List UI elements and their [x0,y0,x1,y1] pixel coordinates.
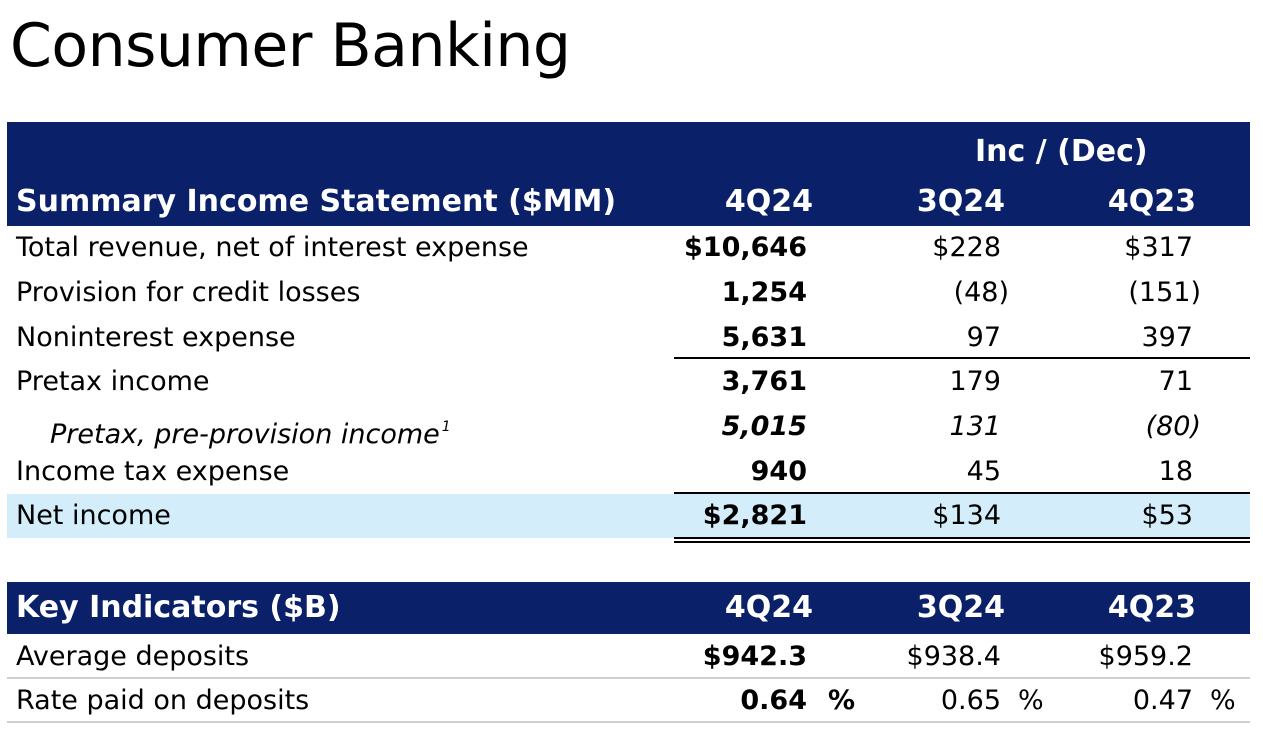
page-title: Consumer Banking [10,11,571,81]
subtotal-rule [674,357,1250,359]
value-4q24: $942.3 [702,641,807,672]
value-4q23: (151) [1128,277,1201,308]
row-divider [7,721,1250,723]
value-4q23: $959.2 [1098,641,1193,672]
table-row: Provision for credit losses 1,254 (48) (… [0,271,1263,315]
row-label: Pretax income [16,366,210,397]
value-3q24: $228 [932,232,1001,263]
total-double-rule-top [674,537,1250,539]
value-4q24: 5,631 [721,322,807,353]
value-4q24: 3,761 [721,366,807,397]
row-label: Provision for credit losses [16,277,361,308]
income-table-header: Inc / (Dec) Summary Income Statement ($M… [7,122,1250,226]
value-3q24: (48) [953,277,1009,308]
row-label: Total revenue, net of interest expense [16,232,529,263]
value-4q24: 940 [750,456,807,487]
total-double-rule-bottom [674,541,1250,543]
row-label: Net income [16,500,171,531]
value-4q23: 18 [1158,456,1193,487]
value-4q23: $317 [1124,232,1193,263]
income-col-header-3q24: 3Q24 [916,184,1005,219]
indicators-table-header: Key Indicators ($B) 4Q24 3Q24 4Q23 [7,582,1250,634]
indicators-section-title: Key Indicators ($B) [16,590,341,625]
value-4q24: 0.64 [740,685,807,716]
value-3q24: $134 [932,500,1001,531]
table-row: Net income $2,821 $134 $53 [0,494,1263,538]
table-row: Noninterest expense 5,631 97 397 [0,316,1263,360]
percent-sign: % [1018,685,1044,716]
value-3q24: 97 [966,322,1001,353]
value-3q24: 179 [949,366,1001,397]
row-label: Pretax, pre-provision income 1 [50,405,451,457]
value-3q24: 45 [966,456,1001,487]
value-4q23: 0.47 [1132,685,1193,716]
table-row: Rate paid on deposits 0.64 % 0.65 % 0.47… [0,679,1263,723]
footnote-marker: 1 [441,419,451,435]
value-4q24: $10,646 [684,232,807,263]
row-label: Rate paid on deposits [16,685,310,716]
table-row: Total revenue, net of interest expense $… [0,226,1263,270]
income-section-title: Summary Income Statement ($MM) [16,184,617,219]
income-col-header-4q24: 4Q24 [724,184,813,219]
row-divider [7,677,1250,679]
percent-sign: % [828,685,856,716]
value-4q23: (80) [1145,411,1201,442]
value-4q23: $53 [1141,500,1193,531]
value-3q24: $938.4 [906,641,1001,672]
table-row: Income tax expense 940 45 18 [0,450,1263,494]
income-col-header-4q23: 4Q23 [1107,184,1196,219]
percent-sign: % [1210,685,1236,716]
indicators-col-header-3q24: 3Q24 [916,590,1005,625]
row-label: Average deposits [16,641,250,672]
value-4q24: 5,015 [721,411,807,442]
value-3q24: 0.65 [940,685,1001,716]
value-4q24: $2,821 [702,500,807,531]
indicators-col-header-4q23: 4Q23 [1107,590,1196,625]
table-row: Pretax income 3,761 179 71 [0,360,1263,404]
value-4q23: 71 [1158,366,1193,397]
inc-dec-group-header: Inc / (Dec) [975,134,1148,169]
row-label: Noninterest expense [16,322,296,353]
value-4q23: 397 [1141,322,1193,353]
subtotal-rule [674,492,1250,494]
table-row: Average deposits $942.3 $938.4 $959.2 [0,635,1263,679]
indicators-col-header-4q24: 4Q24 [724,590,813,625]
row-label-text: Pretax, pre-provision income [50,419,440,450]
net-income-highlight [7,494,1250,538]
row-label: Income tax expense [16,456,290,487]
value-4q24: 1,254 [721,277,807,308]
table-row: Pretax, pre-provision income 1 5,015 131 … [0,405,1263,450]
value-3q24: 131 [949,411,1001,442]
